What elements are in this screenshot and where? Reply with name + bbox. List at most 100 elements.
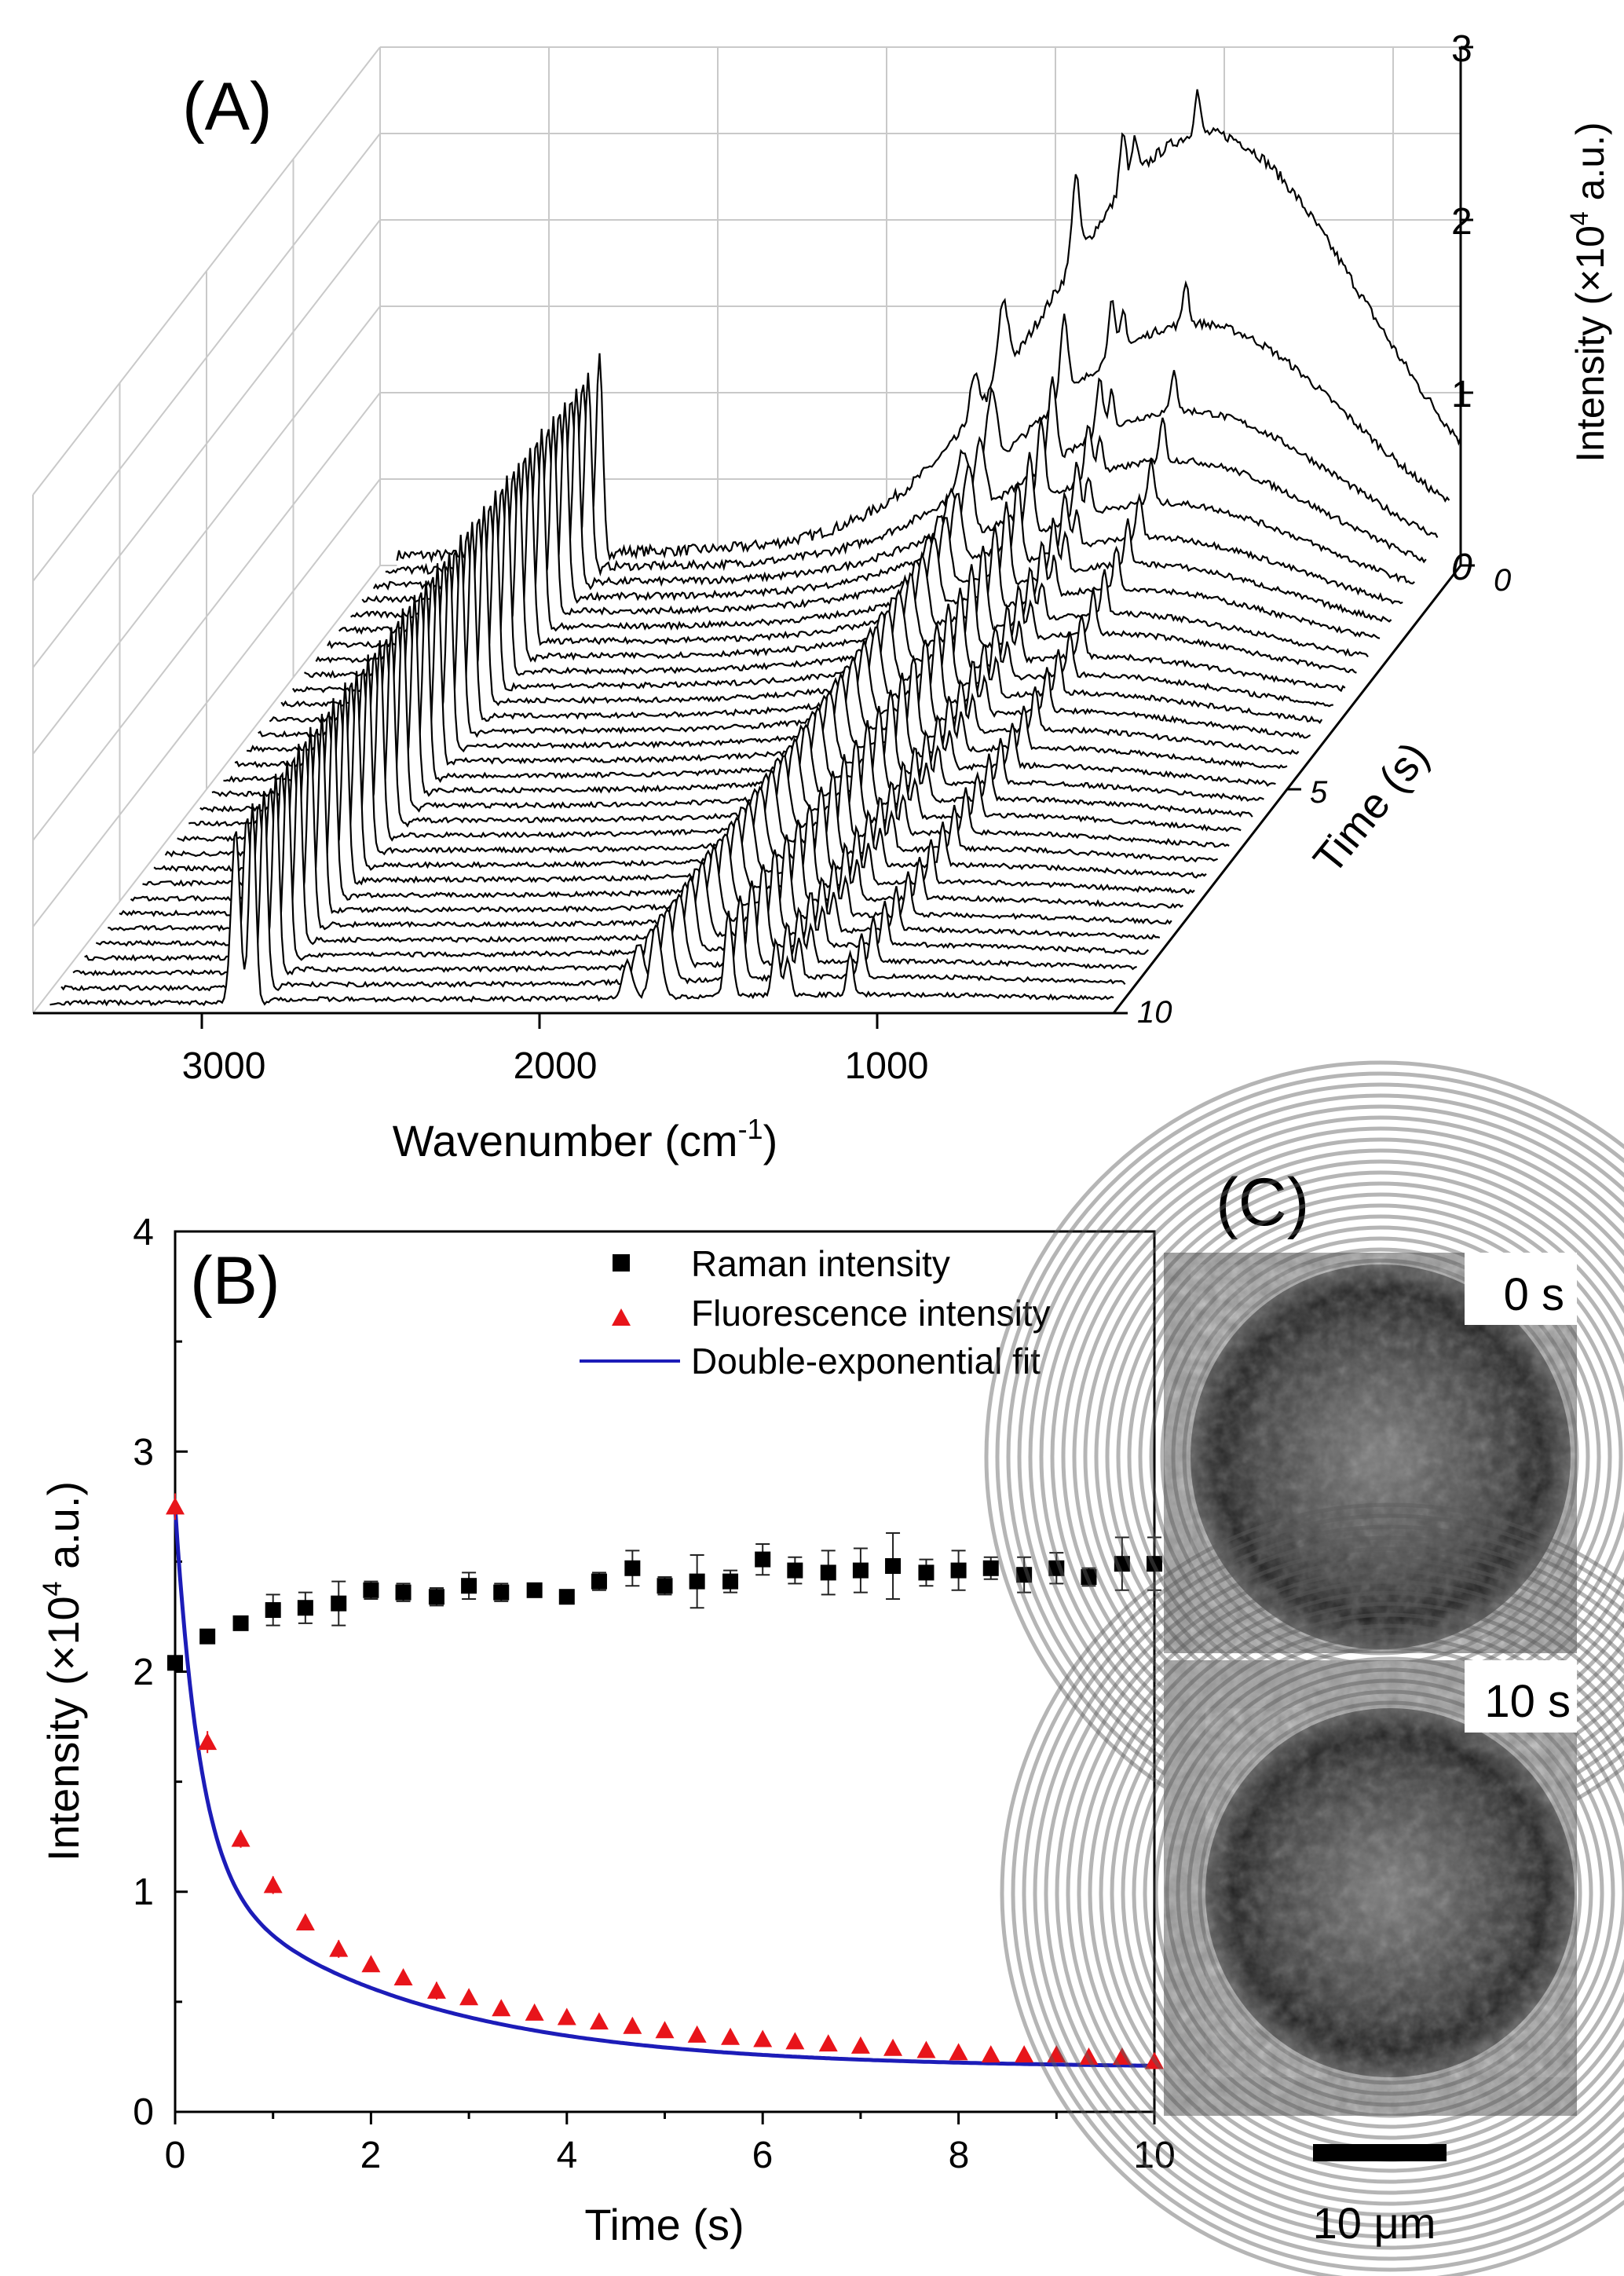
fluorescence-point <box>263 1875 283 1894</box>
panel-a-waterfall <box>32 46 1475 1029</box>
legend-fluorescence-label: Fluorescence intensity <box>691 1293 1051 1334</box>
raman-point <box>657 1578 673 1594</box>
spectrum-occluder <box>188 627 1253 837</box>
fluorescence-point <box>721 2027 741 2045</box>
panel-a-z-tick-2: 2 <box>1451 201 1472 243</box>
raman-point <box>526 1582 543 1598</box>
fluorescence-point <box>916 2040 936 2058</box>
panel-c-frame-0s: 0 s <box>984 1060 1624 1853</box>
spectrum-occluder <box>292 490 1357 703</box>
micrograph-diffraction-ring <box>1154 1656 1624 2129</box>
panel-b-x-tick-8: 8 <box>949 2135 970 2176</box>
legend-fit-label: Double-exponential fit <box>691 1341 1041 1381</box>
fluorescence-point <box>166 1497 185 1515</box>
micrograph-10s-label-box <box>1465 1660 1577 1733</box>
micrograph-diffraction-ring <box>1033 1535 1624 2250</box>
fluorescence-point <box>589 2012 609 2030</box>
raman-point <box>624 1560 641 1576</box>
raman-point <box>689 1573 705 1590</box>
raman-point <box>428 1589 444 1605</box>
panel-a-z-tick-0: 0 <box>1451 547 1472 588</box>
fluorescence-point <box>981 2045 1000 2063</box>
fluorescence-point <box>329 1939 349 1957</box>
fluorescence-point <box>818 2034 838 2052</box>
panel-a-x-tick-1000: 1000 <box>845 1045 929 1087</box>
raman-point <box>232 1615 249 1631</box>
micrograph-diffraction-ring <box>1077 1579 1624 2206</box>
fluorescence-point <box>850 2036 870 2054</box>
raman-point <box>167 1655 183 1671</box>
micrograph-diffraction-ring <box>1110 1612 1624 2173</box>
micrograph-diffraction-ring <box>1182 1258 1579 1656</box>
raman-point <box>265 1602 281 1619</box>
raman-point <box>461 1578 477 1594</box>
spectrum-occluder <box>142 682 1206 897</box>
fluorescence-point <box>753 2029 773 2047</box>
fit-curve-line <box>173 1506 1155 2068</box>
panel-b-y-tick-0: 0 <box>133 2091 154 2133</box>
raman-point <box>493 1584 510 1601</box>
raman-point <box>1016 1567 1033 1583</box>
panel-a-axes <box>33 46 1475 1029</box>
raman-point <box>755 1551 771 1568</box>
panel-b-fit-series <box>173 1506 1155 2068</box>
fluorescence-point <box>459 1988 479 2006</box>
fluorescence-point <box>426 1981 446 1999</box>
panel-b-x-tick-6: 6 <box>752 2135 774 2176</box>
panel-a-time-tick-0: 0 <box>1494 563 1511 598</box>
raman-point <box>787 1562 803 1579</box>
panel-b-x-tick-0: 0 <box>165 2135 186 2176</box>
micrograph-diffraction-ring <box>1022 1524 1624 2261</box>
panel-a-time-tick-10: 10 <box>1137 995 1172 1030</box>
spectrum-occluder <box>177 640 1242 852</box>
micrograph-diffraction-ring <box>1000 1502 1624 2276</box>
fluorescence-point <box>1112 2047 1132 2065</box>
fluorescence-point <box>557 2007 576 2025</box>
panel-a-z-axis-label: Intensity (×104 a.u.) <box>1565 122 1612 462</box>
micrograph-diffraction-ring <box>1044 1546 1624 2239</box>
raman-point <box>1081 1568 1097 1585</box>
raman-point <box>558 1589 575 1605</box>
spectrum-occluder <box>235 563 1299 778</box>
panel-b-legend: Raman intensity Fluorescence intensity D… <box>580 1243 1051 1381</box>
panel-a-time-tick-5: 5 <box>1310 775 1328 810</box>
panel-b-x-tick-10: 10 <box>1133 2135 1175 2176</box>
panel-b-x-axis-label: Time (s) <box>584 2200 744 2249</box>
fluorescence-point <box>295 1912 315 1930</box>
fluorescence-point <box>655 2021 675 2039</box>
spectrum-occluder <box>165 654 1230 868</box>
legend-raman-marker <box>613 1254 630 1272</box>
panel-b-x-tick-4: 4 <box>557 2135 578 2176</box>
legend-fluorescence-marker <box>612 1308 631 1326</box>
spectrum-occluder <box>199 608 1264 823</box>
panel-b-fluorescence-series <box>166 1493 1164 2069</box>
spectrum-occluder <box>281 506 1345 718</box>
raman-point <box>918 1564 935 1581</box>
scale-bar <box>1313 2144 1447 2161</box>
fluorescence-point <box>1079 2047 1099 2065</box>
micrograph-0s-particle-texture <box>1191 1264 1571 1649</box>
micrograph-0s-label-box <box>1465 1253 1577 1325</box>
panel-a-x-axis-label: Wavenumber (cm-1) <box>393 1113 777 1165</box>
micrograph-10s-particle-texture <box>1205 1708 1575 2077</box>
fluorescence-point <box>623 2016 642 2034</box>
fluorescence-point <box>393 1968 413 1986</box>
raman-point <box>722 1573 739 1590</box>
fluorescence-point <box>1015 2045 1034 2063</box>
micrograph-diffraction-ring <box>1088 1590 1624 2195</box>
micrograph-diffraction-ring <box>1165 1667 1615 2118</box>
fluorescence-point <box>492 1999 511 2017</box>
micrograph-0s-label: 0 s <box>1504 1269 1564 1320</box>
panel-c-frame-10s: 10 s <box>1000 1502 1624 2276</box>
micrograph-diffraction-ring <box>1198 1700 1582 2085</box>
raman-point <box>885 1557 902 1574</box>
panel-b-y-tick-1: 1 <box>133 1872 154 1913</box>
raman-point <box>199 1628 216 1645</box>
panel-b-y-axis-label: Intensity (×104 a.u.) <box>38 1481 88 1861</box>
panel-b-ticks <box>174 1230 1156 2124</box>
fluorescence-point <box>198 1733 218 1751</box>
fluorescence-point <box>883 2038 903 2056</box>
spectrum-trace <box>49 803 1114 1007</box>
legend-raman-label: Raman intensity <box>691 1243 950 1284</box>
